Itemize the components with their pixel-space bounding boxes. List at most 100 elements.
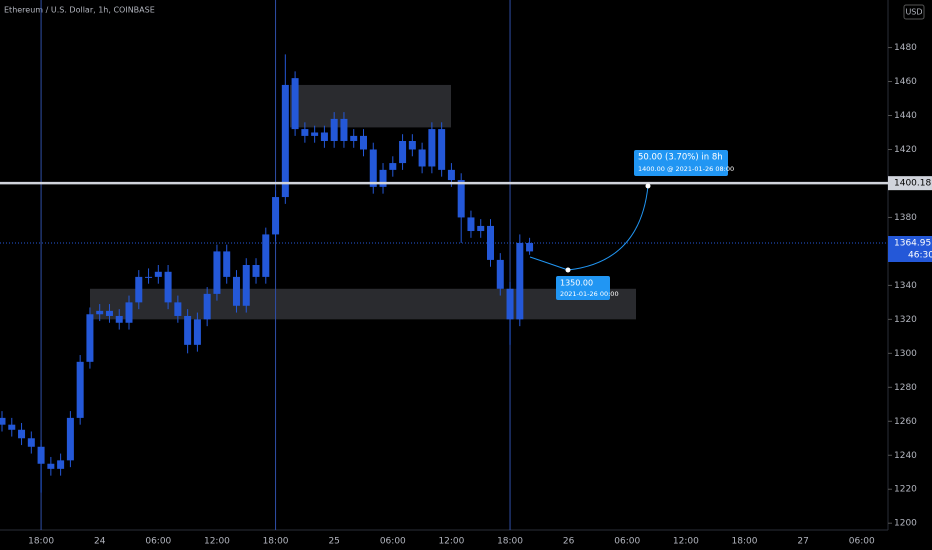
candle-body [438,129,446,170]
candle-body [8,424,16,430]
projection-target-box [634,150,728,176]
candle-body [213,251,221,294]
y-tick-label: 1200 [894,519,917,529]
candle-body [399,140,407,164]
chart-title: Ethereum / U.S. Dollar, 1h, COINBASE [4,6,155,15]
candle-body [389,163,397,170]
candle-body [252,265,260,277]
candle-body [57,460,65,469]
candle-body [242,265,250,306]
candle-body [203,293,211,320]
candle-body [291,78,299,130]
candle-body [320,132,328,141]
projection-target: 1400.00 @ 2021-01-26 08:00 [638,165,734,173]
price-tag [888,236,932,263]
x-tick-label: 18:00 [28,537,54,547]
y-tick-label: 1440 [894,111,917,121]
candle-body [418,149,426,167]
projection-point [565,267,571,273]
candle-body [193,319,201,345]
candle-body [164,271,172,303]
y-tick-label: 1300 [894,349,917,359]
candle-body [18,429,26,439]
candle-body [330,118,338,141]
projection-curve [529,185,649,271]
candle-body [232,276,240,306]
projection-target-point [645,183,651,189]
x-tick-label: 24 [94,537,106,547]
x-tick-label: 06:00 [849,537,875,547]
candle-body [467,217,475,232]
candle-body [184,315,192,345]
candle-body [379,169,387,187]
candle-body [281,84,289,198]
projection-start-price: 1350.00 [560,279,593,288]
candle-body [506,288,514,320]
y-tick-label: 1260 [894,417,917,427]
zone [90,288,636,320]
candle-body [0,417,6,425]
x-tick-label: 06:00 [380,537,406,547]
y-tick-label: 1460 [894,77,917,87]
candle-body [311,132,319,136]
y-tick-label: 1420 [894,145,917,155]
candle-body [477,225,485,232]
candle-body [428,129,436,167]
candle-body [96,310,104,315]
candle-body [27,438,35,447]
x-tick-label: 12:00 [673,537,699,547]
candle-body [272,197,280,235]
candle-body [115,315,123,323]
y-tick-label: 1480 [894,43,917,53]
candle-body [105,310,113,316]
candle-body [154,271,162,277]
candle-body [174,302,182,316]
y-tick-label: 1320 [894,315,917,325]
currency-label: USD [905,8,922,17]
candle-body [516,242,524,320]
candle-body [340,118,348,141]
countdown: 46:30 [908,251,932,261]
x-tick-label: 18:00 [497,537,523,547]
x-tick-label: 26 [563,537,575,547]
y-tick-label: 1280 [894,383,917,393]
price-label: 1364.95 [894,239,931,249]
candle-body [66,417,74,461]
candle-body [223,251,231,277]
y-tick-label: 1340 [894,281,917,291]
projection-change: 50.00 (3.70%) in 8h [638,153,723,163]
candle-body [526,243,534,252]
candle-body [125,302,133,323]
candle-body [76,361,84,418]
candle-body [369,149,377,187]
candle-body [457,180,465,218]
candle-body [350,135,358,141]
candle-body [135,276,143,303]
candle-body [408,140,416,150]
zone [290,84,451,128]
y-tick-label: 1220 [894,485,917,495]
x-tick-label: 18:00 [732,537,758,547]
candle-body [47,463,55,469]
y-tick-label: 1380 [894,213,917,223]
x-tick-label: 12:00 [204,537,230,547]
projection-start-box [556,276,610,300]
candle-body [86,314,94,362]
candle-body [359,135,367,150]
y-tick-label: 1240 [894,451,917,461]
x-tick-label: 12:00 [438,537,464,547]
candle-body [301,129,309,136]
x-tick-label: 27 [797,537,808,547]
candle-body [37,446,45,464]
candle-body [145,276,153,278]
currency-button[interactable] [903,4,925,20]
x-tick-label: 06:00 [614,537,640,547]
level-tag [888,176,932,191]
x-tick-label: 18:00 [263,537,289,547]
candle-body [487,225,494,260]
candle-body [447,169,455,181]
x-tick-label: 06:00 [145,537,171,547]
projection-start-time: 2021-01-26 00:00 [560,290,619,298]
